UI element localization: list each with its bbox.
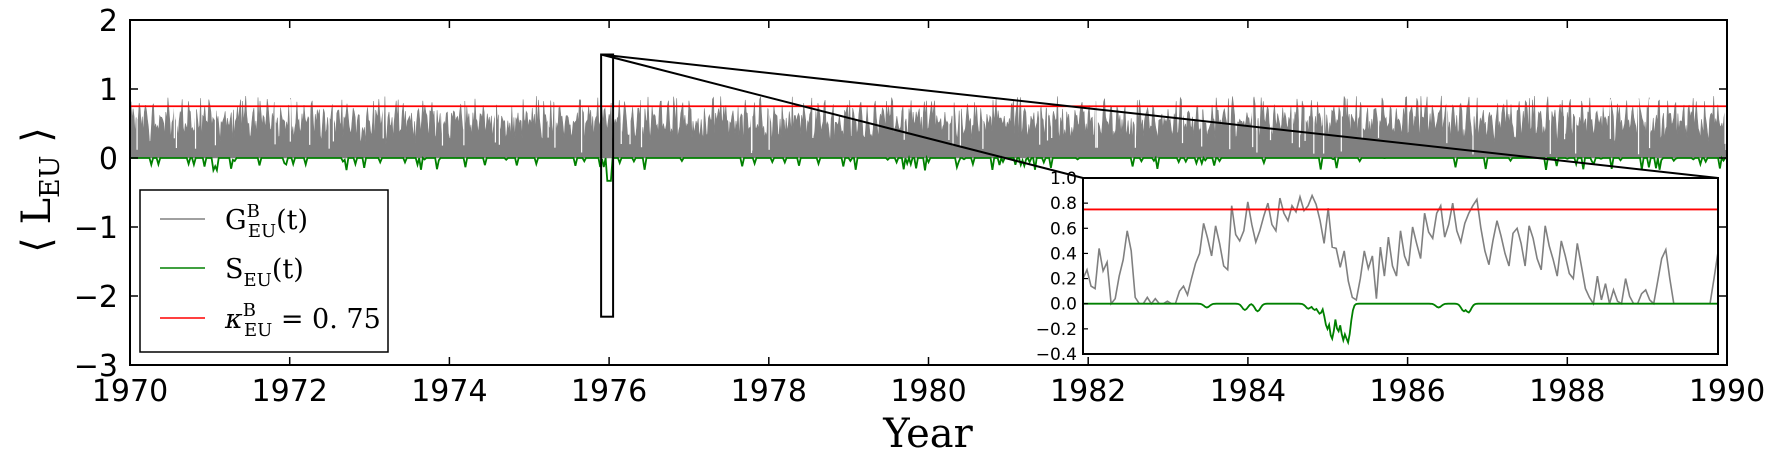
inset-series-g (1082, 193, 1719, 306)
legend: GB EU(t) SEU(t) κB EU = 0. 75 (139, 189, 389, 353)
y-tick-label: 0 (99, 142, 118, 177)
legend-item-g: GB EU(t) (160, 201, 308, 242)
x-tick-label: 1986 (1369, 374, 1445, 409)
y-axis-label: ⟨ LEU ⟩ (14, 127, 66, 253)
legend-box (139, 189, 389, 353)
x-tick-label: 1972 (252, 374, 328, 409)
inset-series-group (1082, 193, 1719, 346)
x-tick-label: 1976 (571, 374, 647, 409)
x-axis-label: Year (882, 411, 973, 456)
y-axis-label-sub: EU (35, 155, 66, 197)
legend-label-s: SEU(t) (225, 254, 304, 291)
main-series-group (129, 95, 1728, 182)
zoom-connector (600, 53, 1084, 179)
x-tick-label: 1974 (411, 374, 487, 409)
inset-y-tick-label: 0.0 (1050, 295, 1077, 315)
series-g-fill (129, 95, 1728, 159)
y-tick-label: −3 (74, 349, 118, 384)
x-tick-label: 1984 (1210, 374, 1286, 409)
y-axis-label-close: ⟩ (14, 127, 60, 155)
inset-background (1083, 178, 1718, 354)
legend-item-s: SEU(t) (160, 254, 304, 291)
inset-y-tick-label: 1.0 (1050, 169, 1077, 189)
zoom-window (600, 53, 615, 318)
x-tick-label: 1990 (1689, 374, 1765, 409)
inset-y-tick-label: 0.2 (1050, 270, 1077, 290)
y-tick-label: 2 (99, 4, 118, 39)
x-tick-label: 1970 (92, 374, 168, 409)
y-tick-label: −1 (74, 211, 118, 246)
series-s-line (130, 154, 1727, 182)
x-tick-label: 1988 (1529, 374, 1605, 409)
main-plot-frame (129, 19, 1728, 366)
legend-label-g: GB EU(t) (225, 201, 308, 242)
y-tick-label: −2 (74, 280, 118, 315)
x-tick-label: 1980 (890, 374, 966, 409)
x-tick-label: 1978 (731, 374, 807, 409)
inset-ticks: 1.0 0.8 0.6 0.4 0.2 0.0 −0.2 −0.4 (1036, 169, 1088, 365)
inset-series-s (1082, 302, 1718, 346)
zoom-annotation (600, 53, 1719, 318)
zoom-connector (601, 53, 1719, 179)
x-tick-label: 1982 (1050, 374, 1126, 409)
y-axis-label-open: ⟨ L (14, 198, 60, 253)
tick-labels: 1970 1972 1974 1976 1978 1980 1982 1984 1986 1988… (74, 4, 1765, 409)
legend-item-kappa: κB EU = 0. 75 (160, 300, 381, 341)
inset-y-tick-label: −0.2 (1036, 320, 1077, 340)
inset-y-tick-label: 0.6 (1050, 219, 1077, 239)
legend-label-kappa: κB EU = 0. 75 (224, 300, 381, 341)
y-tick-label: 1 (99, 73, 118, 108)
inset-y-tick-label: 0.8 (1050, 194, 1077, 214)
inset-plot: 1.0 0.8 0.6 0.4 0.2 0.0 −0.2 −0.4 (1036, 169, 1719, 365)
inset-y-tick-label: −0.4 (1036, 345, 1077, 365)
inset-y-tick-label: 0.4 (1050, 244, 1077, 264)
inset-frame (1082, 177, 1719, 355)
